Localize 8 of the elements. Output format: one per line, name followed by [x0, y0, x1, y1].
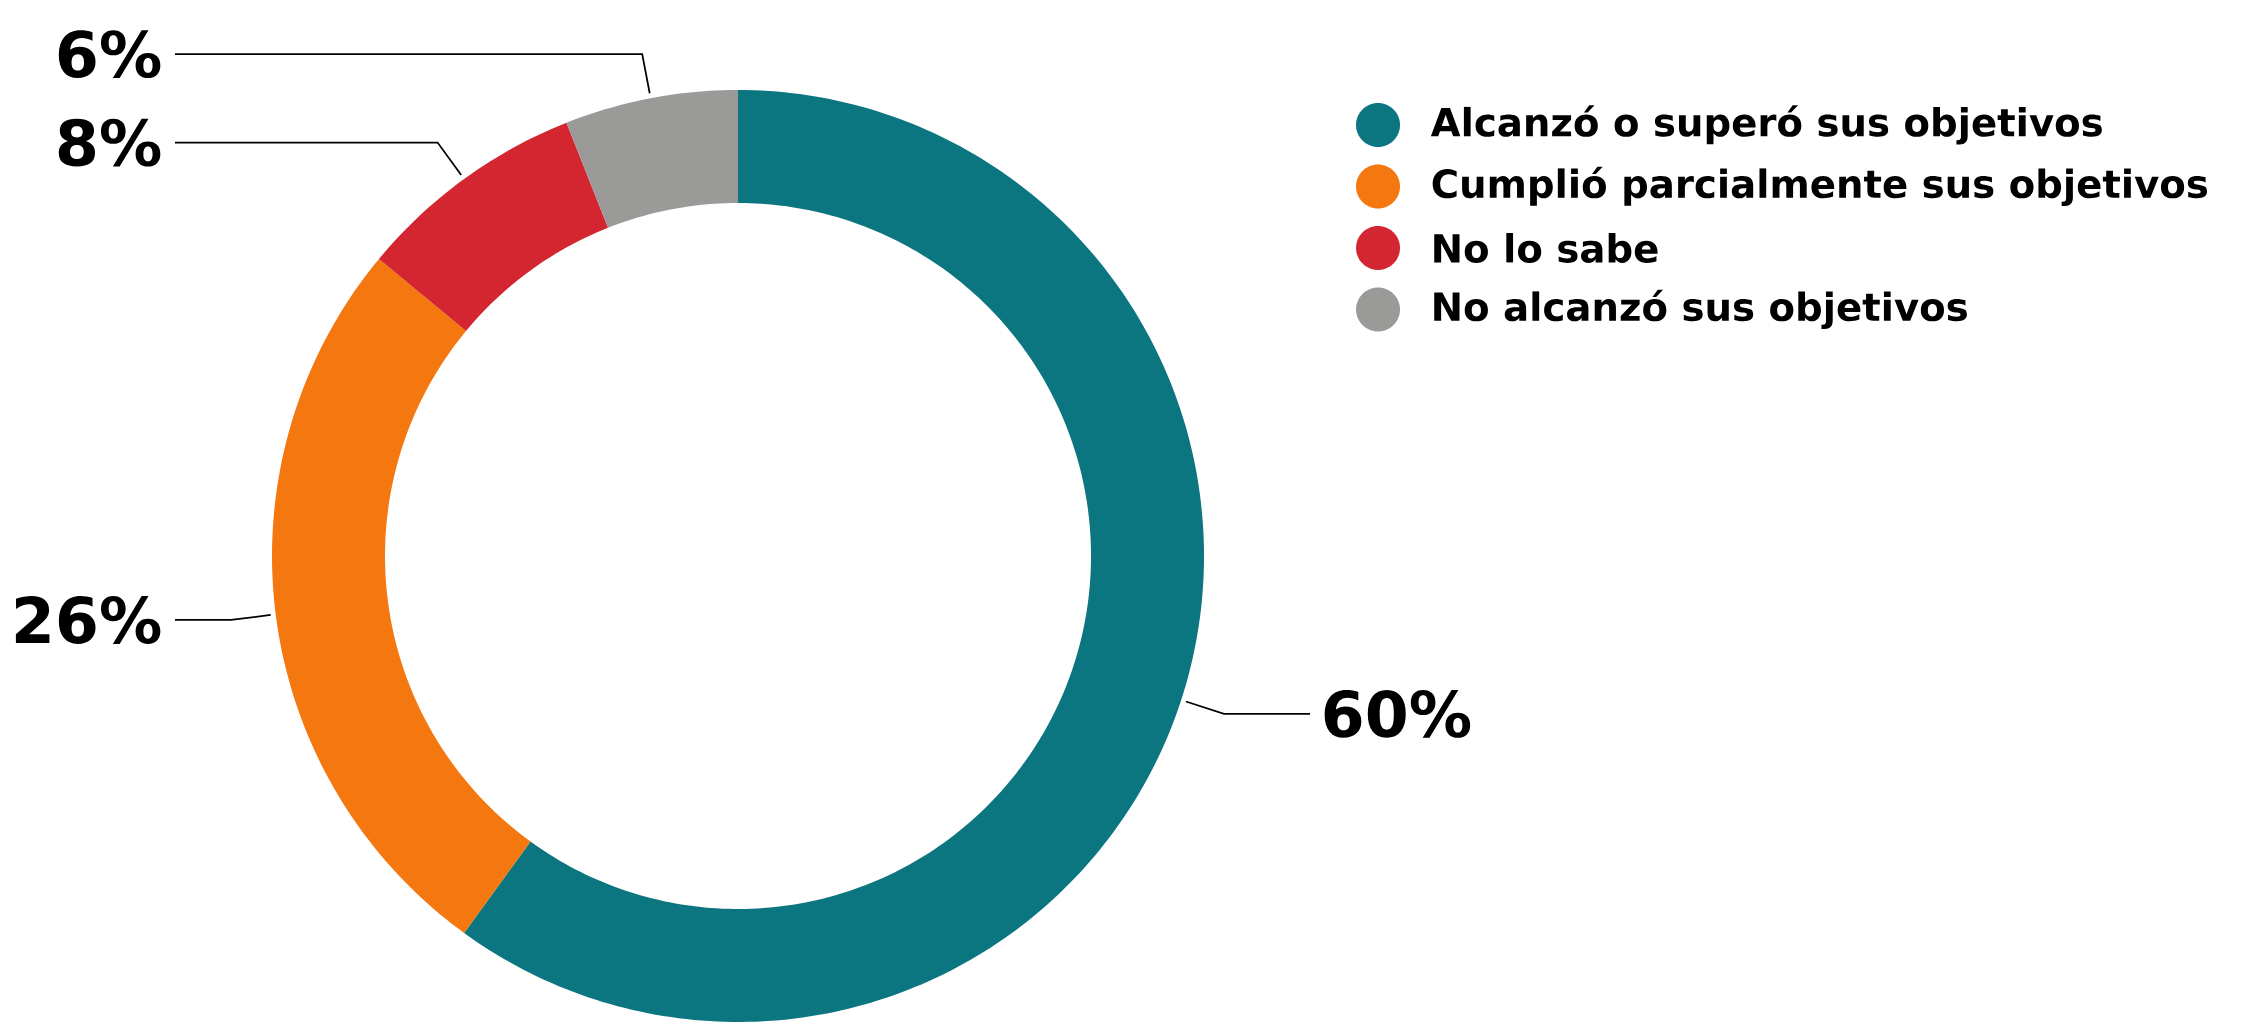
- legend-label: No alcanzó sus objetivos: [1434, 289, 1967, 330]
- legend-label: No lo sabe: [1434, 233, 1658, 263]
- data-label: 60%: [1324, 689, 1471, 738]
- data-label: 6%: [58, 30, 161, 78]
- data-label: 26%: [15, 596, 161, 644]
- legend-label: Alcanzó o superó sus objetivos: [1430, 105, 2102, 145]
- data-label: 8%: [58, 118, 161, 167]
- legend-label: Cumplió parcialmente sus objetivos: [1432, 166, 2208, 207]
